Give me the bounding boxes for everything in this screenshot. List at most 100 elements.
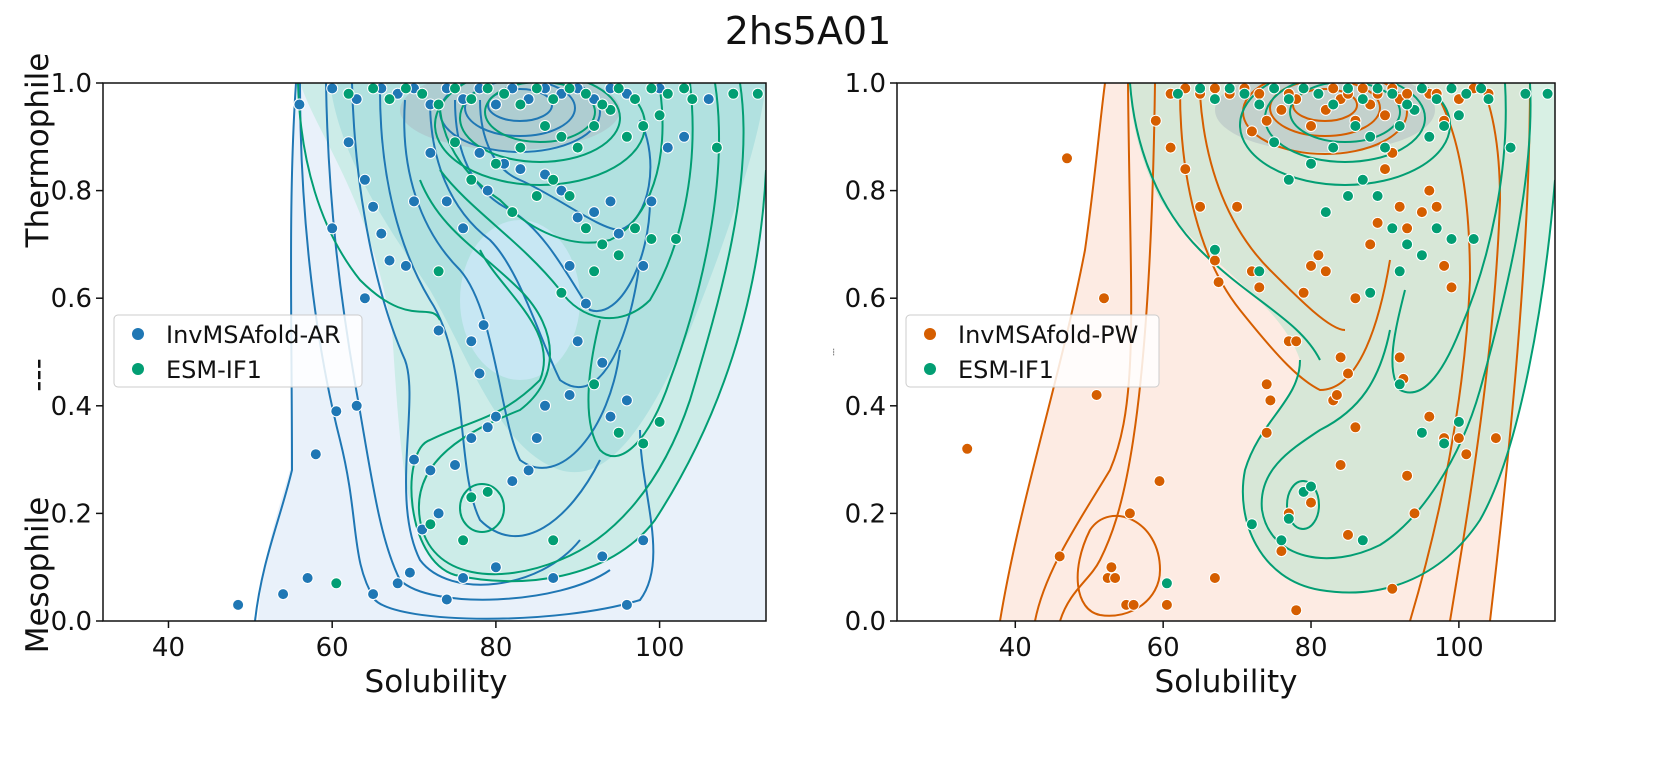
left-point-s0-65 — [293, 98, 306, 111]
left-point-s1-18 — [547, 173, 560, 186]
left-point-s0-17 — [358, 292, 371, 305]
right-ytick-label-4: 0.8 — [845, 177, 886, 207]
left-point-s1-11 — [555, 286, 568, 299]
right-legend-marker-esm — [924, 363, 936, 375]
left-point-s1-49 — [514, 98, 527, 111]
left-point-s1-23 — [449, 136, 461, 149]
left-point-s0-36 — [539, 399, 551, 412]
right-point-s1-12 — [1364, 286, 1377, 299]
left-point-s0-34 — [522, 464, 535, 477]
right-point-s1-48 — [1282, 93, 1295, 106]
right-point-s1-3 — [1282, 512, 1295, 525]
right-point-s0-44 — [1393, 200, 1406, 213]
left-point-s1-16 — [506, 206, 519, 219]
left-point-s0-57 — [588, 206, 601, 219]
right-point-s0-30 — [1312, 249, 1325, 262]
right-point-s0-13 — [1208, 572, 1221, 584]
right-point-s1-10 — [1452, 415, 1465, 428]
right-point-s1-35 — [1438, 120, 1451, 132]
left-point-s1-36 — [710, 141, 723, 154]
right-axes: 40 60 80 100 0.0 0.2 0.4 0.6 0.8 1.0 — [845, 69, 1484, 663]
right-point-s1-40 — [1541, 87, 1554, 100]
left-point-s0-53 — [514, 163, 527, 176]
left-point-s1-22 — [432, 265, 445, 278]
left-point-s1-15 — [645, 233, 658, 245]
left-point-s1-34 — [653, 109, 666, 122]
right-point-s0-46 — [1415, 206, 1428, 219]
right-point-s1-6 — [1356, 534, 1369, 547]
right-point-s0-19 — [1212, 276, 1225, 289]
left-point-s0-60 — [637, 259, 650, 272]
right-point-s1-19 — [1356, 173, 1369, 186]
left-point-s1-39 — [342, 87, 355, 100]
right-point-s1-39 — [1519, 87, 1532, 100]
right-legend: InvMSAfold-PW ESM-IF1 — [905, 314, 1160, 388]
right-point-s1-47 — [1268, 83, 1281, 95]
right-point-s0-66 — [1260, 114, 1273, 127]
right-point-s1-21 — [1386, 222, 1399, 235]
left-point-s1-48 — [498, 87, 511, 100]
right-point-s0-16 — [1179, 163, 1192, 176]
left-point-s0-7 — [440, 593, 453, 606]
right-point-s0-3 — [1090, 389, 1103, 401]
right-point-s0-35 — [1342, 367, 1354, 380]
left-point-s0-37 — [563, 389, 576, 401]
right-point-s0-67 — [1275, 103, 1288, 116]
right-point-s0-0 — [961, 442, 974, 455]
right-point-s0-45 — [1401, 222, 1414, 235]
right-point-s0-20 — [1231, 200, 1244, 213]
right-point-s1-18 — [1342, 190, 1354, 202]
left-panel: 40 60 80 100 0.0 0.2 0.4 0.6 0.8 1.0 Solubility T… — [20, 53, 767, 700]
left-point-s1-6 — [588, 378, 601, 391]
right-point-s1-27 — [1305, 157, 1317, 170]
left-point-s0-21 — [432, 324, 445, 337]
right-point-s0-28 — [1297, 286, 1310, 299]
right-point-s0-17 — [1194, 200, 1207, 213]
right-point-s1-37 — [1482, 93, 1495, 106]
right-point-s1-38 — [1504, 141, 1517, 154]
left-point-s0-32 — [432, 507, 445, 520]
left-point-s0-42 — [326, 222, 339, 235]
left-legend-label-esm: ESM-IF1 — [166, 356, 262, 384]
right-point-s1-14 — [1415, 249, 1428, 262]
left-point-s0-6 — [403, 566, 416, 579]
left-point-s0-86 — [579, 297, 592, 310]
right-point-s0-4 — [1098, 292, 1110, 305]
left-point-s0-9 — [489, 561, 502, 574]
right-point-s1-15 — [1430, 222, 1443, 235]
left-point-s0-19 — [375, 227, 388, 240]
left-point-s1-44 — [432, 98, 445, 111]
right-x-label: Solubility — [1155, 664, 1298, 700]
right-point-s1-8 — [1415, 426, 1428, 439]
right-point-s0-53 — [1393, 351, 1406, 364]
left-points — [232, 83, 764, 611]
left-point-s0-55 — [555, 184, 568, 197]
left-point-s1-19 — [563, 190, 576, 202]
right-point-s1-53 — [1356, 93, 1369, 106]
right-xtick-label-1: 60 — [1147, 633, 1180, 663]
right-point-s1-45 — [1238, 87, 1251, 100]
left-point-s1-46 — [465, 93, 478, 106]
right-point-s0-85 — [1208, 83, 1221, 95]
left-point-s0-40 — [604, 410, 617, 423]
left-point-s0-66 — [326, 83, 339, 95]
right-point-s0-52 — [1460, 448, 1473, 461]
right-point-s0-50 — [1445, 281, 1458, 294]
right-point-s1-50 — [1312, 87, 1325, 100]
right-point-s1-30 — [1364, 130, 1377, 143]
left-point-s1-41 — [383, 93, 396, 106]
left-point-s1-8 — [637, 437, 650, 450]
left-point-s0-85 — [563, 259, 576, 272]
left-xtick-label-1: 60 — [316, 633, 349, 663]
left-point-s1-53 — [579, 87, 592, 100]
left-point-s0-2 — [301, 572, 314, 584]
left-point-s1-12 — [588, 265, 601, 278]
left-point-s1-0 — [330, 577, 343, 590]
right-xtick-label-2: 80 — [1294, 633, 1327, 663]
left-point-s1-40 — [367, 83, 380, 95]
right-point-s0-49 — [1438, 259, 1451, 272]
right-point-s1-20 — [1371, 190, 1384, 202]
right-point-s0-7 — [1109, 572, 1122, 584]
right-point-s0-1 — [1053, 550, 1066, 563]
right-point-s1-9 — [1438, 437, 1451, 450]
